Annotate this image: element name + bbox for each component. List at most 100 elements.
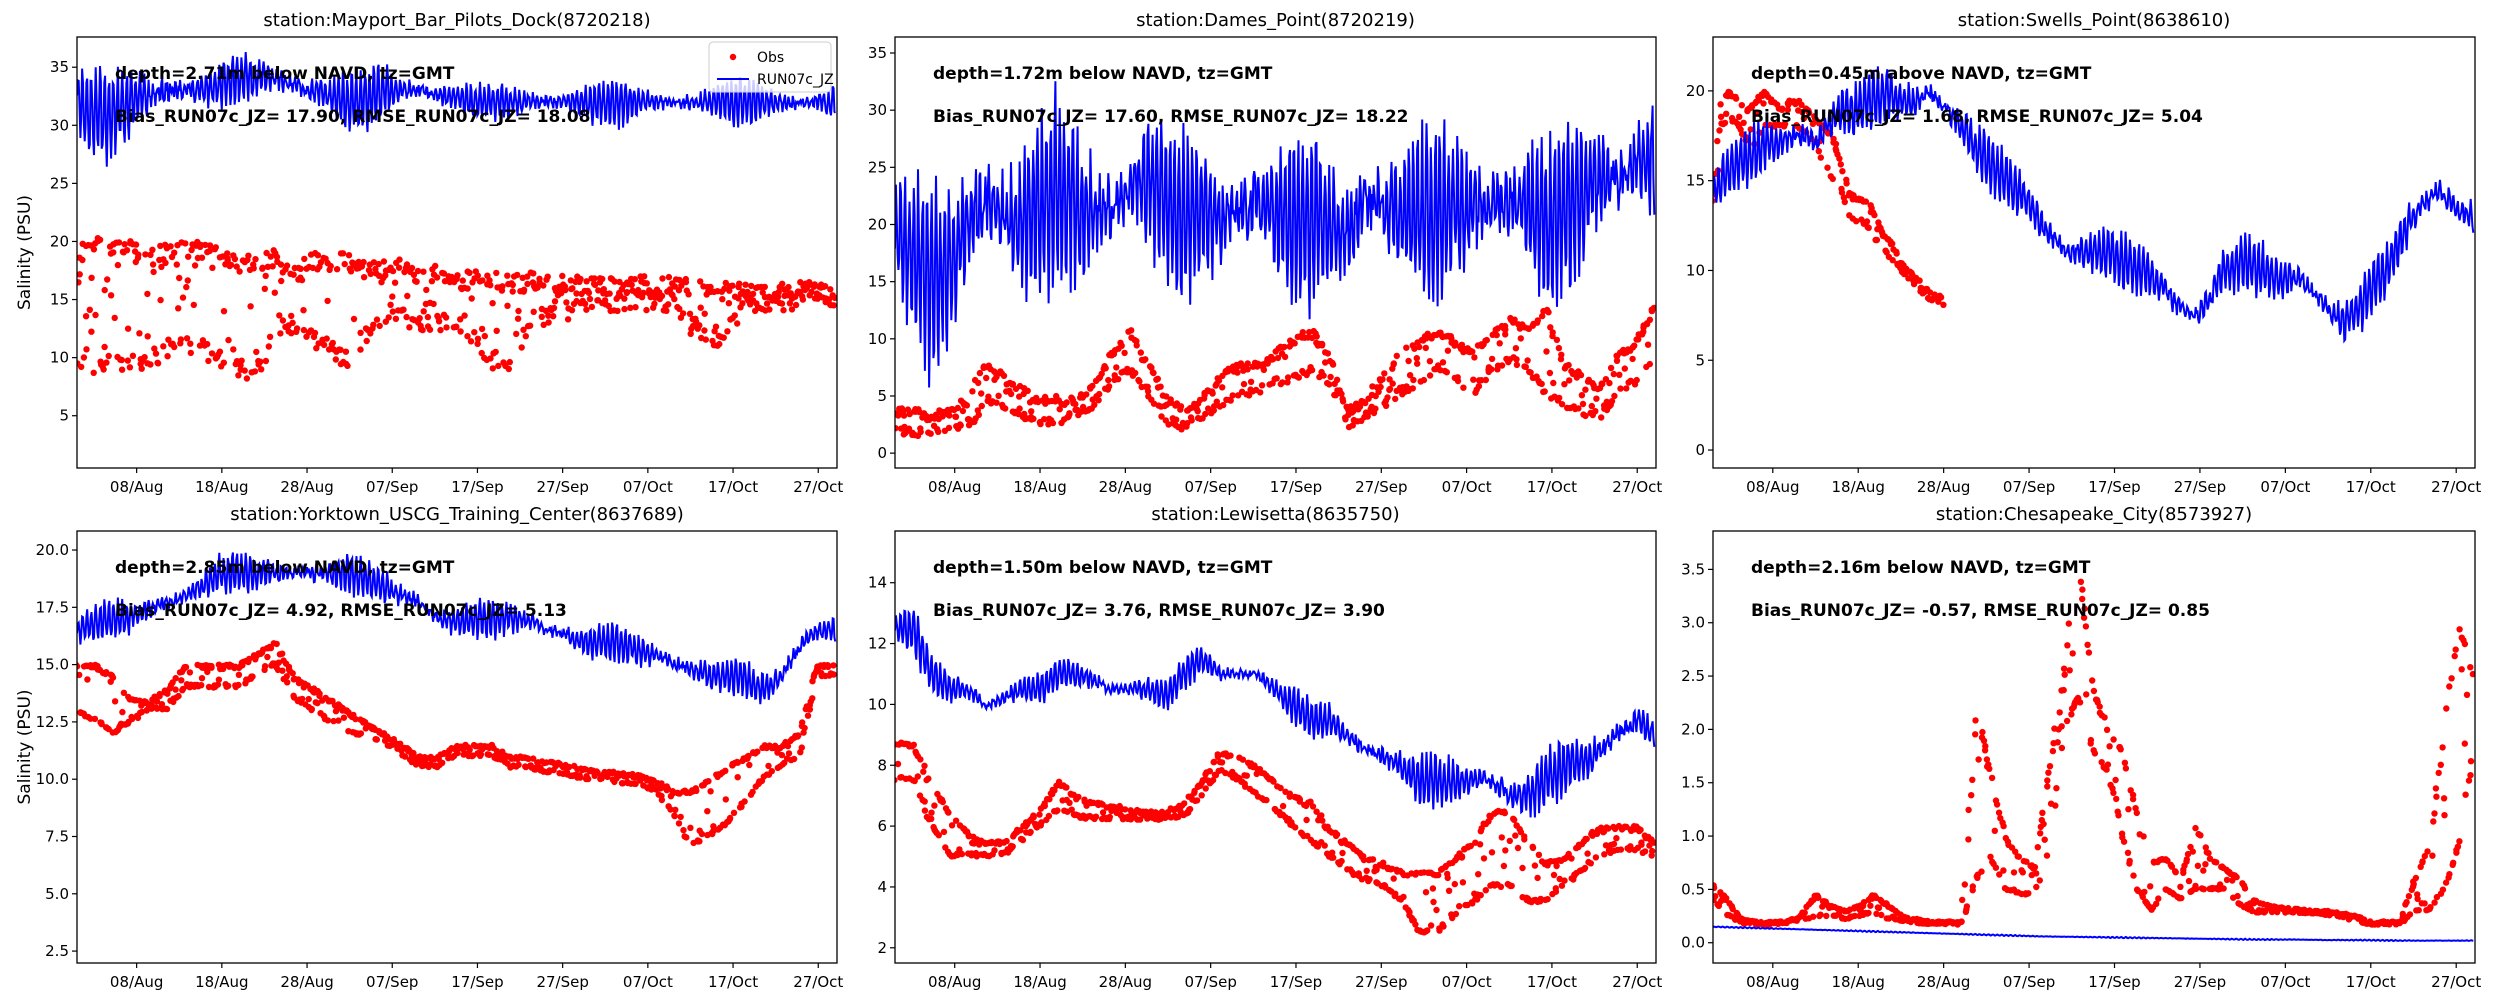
obs-point — [1390, 360, 1398, 367]
obs-point — [1552, 888, 1560, 895]
obs-point — [2069, 650, 2076, 657]
obs-point — [1412, 921, 1419, 928]
obs-point — [225, 336, 232, 344]
obs-point — [1550, 379, 1557, 387]
y-tick-label: 5 — [1695, 351, 1705, 369]
obs-point — [2432, 785, 2440, 792]
obs-point — [2213, 859, 2220, 866]
obs-point — [1330, 854, 1337, 861]
obs-point — [957, 422, 964, 429]
obs-point — [721, 285, 728, 292]
obs-point — [1389, 380, 1396, 387]
obs-point — [935, 832, 942, 839]
obs-point — [164, 690, 171, 697]
obs-point — [83, 346, 90, 353]
obs-point — [1814, 894, 1822, 901]
obs-point — [2446, 683, 2453, 690]
obs-point — [545, 319, 552, 326]
obs-point — [1132, 369, 1139, 377]
obs-point — [900, 412, 908, 419]
obs-point — [799, 293, 806, 300]
x-tick-label: 08/Aug — [110, 973, 163, 991]
obs-point — [766, 306, 773, 313]
obs-point — [1244, 360, 1251, 367]
obs-point — [513, 330, 520, 338]
obs-point — [697, 304, 704, 311]
obs-point — [1588, 402, 1596, 410]
obs-point — [91, 715, 99, 723]
obs-point — [1327, 373, 1334, 381]
obs-point — [659, 275, 666, 282]
obs-point — [1460, 384, 1467, 391]
obs-point — [1972, 717, 1979, 724]
obs-point — [1501, 809, 1509, 817]
obs-point — [1066, 799, 1073, 806]
obs-point — [149, 246, 156, 253]
obs-point — [1713, 884, 1718, 891]
obs-point — [1965, 836, 1972, 843]
obs-point — [1916, 277, 1923, 284]
x-tick-label: 17/Sep — [2088, 478, 2140, 496]
obs-point — [375, 260, 382, 268]
obs-point — [1601, 851, 1608, 858]
obs-point — [104, 276, 111, 283]
obs-point — [179, 685, 187, 693]
obs-point — [367, 330, 374, 337]
obs-point — [1493, 331, 1500, 339]
obs-point — [1384, 394, 1391, 401]
obs-point — [1986, 765, 1993, 772]
obs-point — [188, 246, 195, 254]
obs-point — [313, 345, 320, 352]
obs-point — [1550, 871, 1558, 879]
obs-point — [1202, 785, 1209, 792]
obs-point — [1582, 386, 1589, 393]
obs-point — [2089, 677, 2096, 684]
obs-point — [111, 698, 119, 705]
obs-point — [2125, 806, 2132, 813]
obs-point — [1584, 850, 1591, 857]
obs-point — [474, 335, 482, 342]
obs-point — [403, 313, 410, 321]
obs-point — [277, 261, 285, 268]
obs-point — [720, 334, 727, 341]
stats-annotation: Bias_RUN07c_JZ= 1.68, RMSE_RUN07c_JZ= 5.… — [1751, 107, 2203, 127]
obs-point — [1629, 355, 1636, 363]
obs-point — [2025, 890, 2032, 897]
obs-point — [1829, 175, 1837, 183]
obs-point — [1502, 847, 1509, 854]
obs-point — [275, 659, 282, 666]
obs-point — [1506, 837, 1514, 845]
obs-point — [339, 250, 347, 257]
obs-point — [536, 275, 543, 282]
obs-point — [164, 353, 171, 360]
obs-point — [332, 356, 339, 363]
obs-point — [680, 827, 687, 834]
obs-point — [1538, 380, 1545, 388]
obs-point — [1832, 140, 1840, 148]
x-tick-label: 28/Aug — [1917, 973, 1970, 991]
obs-point — [1937, 294, 1945, 301]
obs-point — [1091, 401, 1098, 408]
obs-point — [2189, 848, 2196, 855]
y-tick-label: 25 — [868, 158, 887, 176]
obs-point — [719, 296, 726, 303]
obs-point — [454, 749, 461, 757]
obs-point — [1565, 361, 1572, 369]
obs-point — [151, 345, 158, 352]
obs-point — [1979, 728, 1986, 736]
stats-annotation: Bias_RUN07c_JZ= -0.57, RMSE_RUN07c_JZ= 0… — [1751, 601, 2210, 621]
obs-point — [156, 690, 163, 698]
obs-point — [643, 306, 650, 314]
obs-point — [1784, 106, 1792, 114]
obs-point — [611, 278, 618, 285]
obs-point — [775, 289, 782, 296]
obs-point — [373, 316, 381, 323]
obs-point — [1715, 902, 1723, 910]
obs-point — [1475, 383, 1483, 390]
obs-point — [1781, 120, 1789, 128]
obs-point — [2129, 795, 2137, 803]
obs-point — [157, 296, 164, 304]
obs-point — [651, 300, 658, 307]
obs-point — [261, 666, 268, 674]
